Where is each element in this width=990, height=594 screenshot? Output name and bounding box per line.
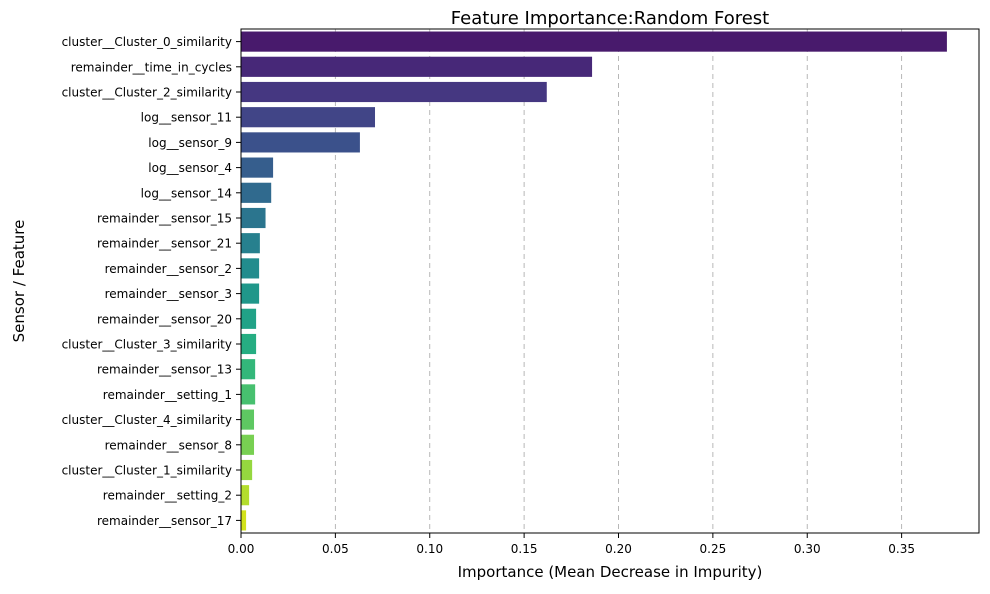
y-tick-label: remainder__sensor_17 bbox=[97, 514, 232, 528]
y-tick-label: remainder__sensor_3 bbox=[105, 287, 232, 301]
bar bbox=[241, 308, 257, 329]
y-axis-label: Sensor / Feature bbox=[10, 220, 28, 343]
x-axis-label: Importance (Mean Decrease in Impurity) bbox=[458, 563, 763, 581]
bar bbox=[241, 258, 260, 279]
y-tick-label: cluster__Cluster_2_similarity bbox=[62, 86, 232, 100]
bar bbox=[241, 459, 253, 481]
x-tick-label: 0.05 bbox=[322, 542, 349, 556]
bar bbox=[241, 510, 247, 531]
bar bbox=[241, 333, 257, 355]
x-tick-label: 0.35 bbox=[888, 542, 915, 556]
bar bbox=[241, 207, 266, 229]
bar bbox=[241, 434, 255, 455]
y-tick-label: log__sensor_14 bbox=[141, 186, 232, 200]
y-tick-label: remainder__sensor_21 bbox=[97, 237, 232, 251]
chart-title: Feature Importance:Random Forest bbox=[451, 8, 769, 29]
y-tick-label: remainder__setting_2 bbox=[103, 489, 232, 503]
x-tick-label: 0.15 bbox=[511, 542, 538, 556]
y-tick-label: log__sensor_4 bbox=[148, 161, 232, 175]
bar bbox=[241, 107, 376, 128]
y-tick-label: remainder__setting_1 bbox=[103, 388, 232, 402]
y-tick-label: remainder__sensor_2 bbox=[105, 262, 232, 276]
y-tick-label: remainder__sensor_20 bbox=[97, 312, 232, 326]
bar bbox=[241, 233, 260, 254]
y-tick-label: log__sensor_9 bbox=[148, 136, 232, 150]
x-tick-label: 0.30 bbox=[794, 542, 821, 556]
bar bbox=[241, 31, 947, 52]
x-tick-label: 0.25 bbox=[700, 542, 727, 556]
y-tick-label: cluster__Cluster_3_similarity bbox=[62, 338, 232, 352]
y-tick-label: cluster__Cluster_0_similarity bbox=[62, 35, 232, 49]
bar bbox=[241, 157, 274, 178]
y-tick-label: remainder__time_in_cycles bbox=[71, 60, 232, 74]
x-tick-label: 0.00 bbox=[228, 542, 255, 556]
y-tick-label: cluster__Cluster_4_similarity bbox=[62, 413, 232, 427]
bar bbox=[241, 485, 250, 506]
y-tick-label: remainder__sensor_15 bbox=[97, 212, 232, 226]
bar bbox=[241, 132, 360, 153]
bar bbox=[241, 359, 256, 380]
plot-frame bbox=[240, 28, 980, 534]
bar bbox=[241, 384, 256, 405]
y-tick-label: remainder__sensor_13 bbox=[97, 363, 232, 377]
y-tick-label: log__sensor_11 bbox=[141, 111, 232, 125]
bar bbox=[241, 81, 547, 103]
bar bbox=[241, 182, 272, 203]
y-tick-label: cluster__Cluster_1_similarity bbox=[62, 464, 232, 478]
bar bbox=[241, 56, 593, 77]
x-tick-label: 0.10 bbox=[416, 542, 443, 556]
x-tick-label: 0.20 bbox=[605, 542, 632, 556]
y-tick-label: remainder__sensor_8 bbox=[105, 438, 232, 452]
bar bbox=[241, 409, 255, 430]
bar bbox=[241, 283, 260, 304]
